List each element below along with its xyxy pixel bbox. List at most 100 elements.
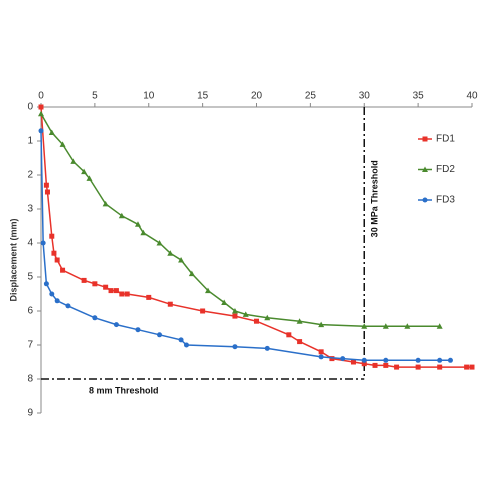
point	[113, 322, 119, 328]
point	[146, 294, 152, 300]
point	[382, 323, 389, 329]
point	[103, 284, 109, 290]
point	[329, 356, 335, 362]
x-tick-label: 20	[251, 91, 263, 102]
y-tick-label: 6	[27, 306, 33, 317]
point	[205, 287, 212, 294]
point	[232, 344, 238, 350]
point	[188, 270, 195, 277]
point	[469, 364, 475, 370]
point	[124, 291, 130, 297]
point	[178, 257, 185, 263]
point	[361, 361, 367, 367]
point	[231, 308, 238, 314]
point	[232, 313, 238, 319]
y-tick-label: 2	[27, 170, 33, 181]
point	[40, 240, 46, 246]
y-tick-label: 8	[27, 374, 33, 385]
point	[254, 318, 259, 324]
legend-label: FD3	[436, 195, 455, 206]
point	[140, 229, 147, 236]
point	[221, 299, 228, 305]
point	[437, 357, 443, 363]
point	[38, 128, 44, 134]
point	[43, 281, 49, 287]
legend-marker	[422, 136, 428, 142]
point	[38, 104, 44, 110]
point	[437, 364, 443, 370]
point	[264, 314, 271, 321]
x-tick-label: 40	[466, 91, 478, 102]
x-tick-label: 30	[359, 91, 371, 102]
point	[59, 141, 66, 147]
y-axis-label: Displacement (mm)	[8, 218, 18, 301]
point	[156, 240, 163, 246]
point	[318, 354, 324, 360]
x-tick-label: 25	[305, 91, 317, 102]
point	[296, 318, 303, 324]
point	[200, 308, 206, 314]
point	[318, 321, 325, 328]
x-tick-label: 10	[143, 91, 155, 102]
point	[361, 323, 368, 329]
point	[297, 339, 303, 345]
threshold-label: 30 MPa Threshold	[370, 160, 380, 237]
point	[415, 357, 421, 363]
y-tick-label: 0	[27, 102, 33, 113]
legend-marker	[422, 166, 428, 172]
point	[70, 158, 77, 164]
point	[54, 298, 60, 304]
legend-label: FD2	[436, 164, 455, 175]
point	[464, 364, 470, 370]
point	[167, 250, 174, 256]
point	[108, 288, 114, 294]
point	[51, 250, 57, 256]
series-line	[40, 113, 440, 328]
point	[134, 221, 141, 227]
x-tick-label: 0	[38, 91, 44, 102]
point	[242, 311, 249, 317]
x-tick-label: 15	[197, 91, 209, 102]
y-tick-label: 5	[27, 272, 33, 283]
point	[48, 129, 55, 135]
y-tick-label: 3	[27, 204, 33, 215]
point	[81, 168, 88, 175]
legend-marker	[422, 197, 428, 203]
point	[383, 357, 389, 363]
point	[167, 301, 173, 307]
x-tick-label: 35	[413, 91, 425, 102]
point	[394, 364, 400, 370]
point	[43, 182, 49, 188]
legend-label: FD1	[436, 134, 455, 145]
point	[60, 267, 66, 273]
point	[102, 200, 109, 207]
point	[49, 291, 55, 297]
point	[54, 257, 60, 263]
point	[157, 332, 163, 338]
point	[436, 323, 443, 329]
point	[350, 359, 356, 365]
point	[119, 291, 125, 297]
point	[44, 189, 50, 195]
point	[404, 323, 411, 329]
point	[286, 332, 292, 338]
point	[372, 362, 378, 368]
point	[264, 345, 270, 351]
point	[447, 357, 453, 363]
point	[81, 277, 87, 283]
point	[361, 357, 367, 363]
point	[65, 303, 71, 309]
point	[383, 362, 389, 368]
point	[135, 327, 141, 333]
point	[92, 315, 98, 321]
point	[49, 233, 55, 239]
point	[86, 175, 93, 181]
point	[92, 281, 98, 287]
y-tick-label: 7	[27, 340, 33, 351]
point	[415, 364, 421, 370]
point	[178, 337, 184, 343]
point	[118, 212, 125, 219]
x-tick-label: 5	[92, 91, 98, 102]
point	[113, 288, 119, 294]
